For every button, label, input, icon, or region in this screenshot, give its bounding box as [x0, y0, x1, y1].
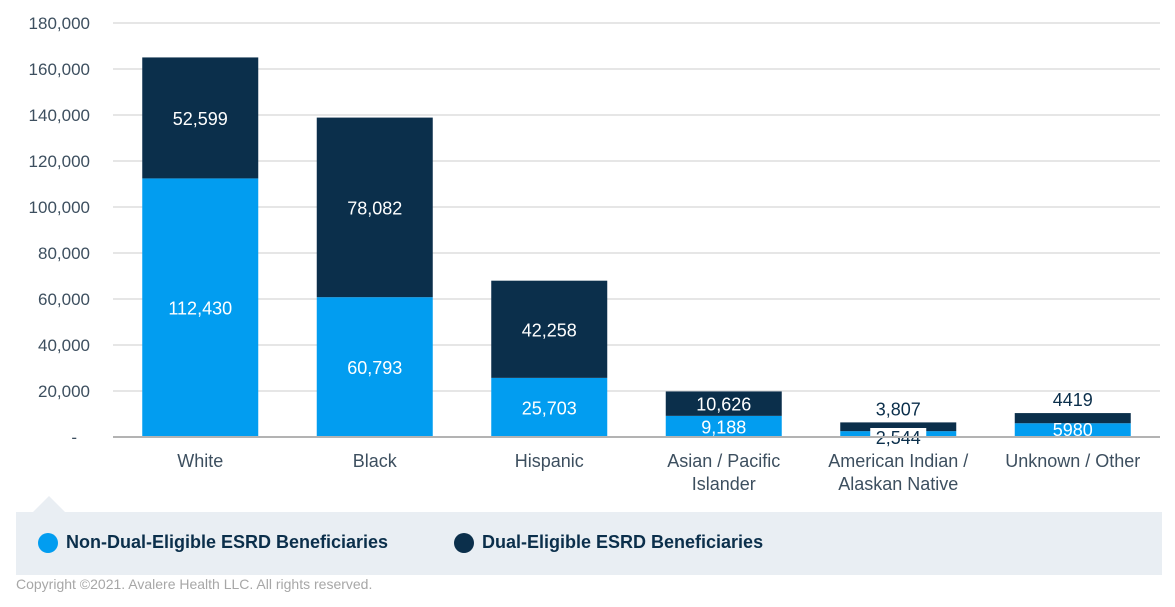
legend-item-dual[interactable]: Dual-Eligible ESRD Beneficiaries	[454, 532, 763, 553]
y-tick-label: -	[71, 428, 77, 447]
bar-segment-non-dual	[1014, 423, 1131, 437]
data-label: 10,626	[696, 395, 751, 415]
x-tick-label: White	[177, 451, 223, 471]
y-tick-label: 140,000	[29, 106, 90, 125]
x-tick-label: Hispanic	[515, 451, 584, 471]
data-label: 52,599	[173, 109, 228, 129]
bar-segment-non-dual	[142, 178, 259, 437]
bar-segment-dual	[142, 57, 259, 179]
bar-segment-dual	[1014, 413, 1131, 424]
copyright-notice: Copyright ©2021. Avalere Health LLC. All…	[16, 576, 373, 592]
legend-item-non-dual[interactable]: Non-Dual-Eligible ESRD Beneficiaries	[38, 532, 388, 553]
legend: Non-Dual-Eligible ESRD Beneficiaries Dua…	[16, 512, 1162, 575]
y-tick-label: 60,000	[38, 290, 90, 309]
bar-segment-dual	[665, 391, 782, 416]
y-tick-label: 80,000	[38, 244, 90, 263]
legend-swatch-dual	[454, 532, 474, 553]
bar-segment-dual	[840, 422, 957, 432]
legend-swatch-non-dual	[38, 532, 58, 553]
y-tick-label: 40,000	[38, 336, 90, 355]
bars: 112,430 52,599 60,793 78,082 25,703 42,258 9,1…	[142, 57, 1131, 448]
bar-segment-non-dual	[665, 415, 782, 437]
y-tick-label: 160,000	[29, 60, 90, 79]
legend-pointer	[33, 496, 65, 512]
y-tick-label: 120,000	[29, 152, 90, 171]
bar-segment-dual	[316, 117, 433, 298]
data-label: 60,793	[347, 358, 402, 378]
x-tick-label: Unknown / Other	[1005, 451, 1140, 471]
data-label: 112,430	[168, 299, 232, 319]
x-tick-label: Alaskan Native	[838, 474, 958, 494]
y-tick-label: 180,000	[29, 14, 90, 33]
x-tick-label: Islander	[692, 474, 756, 494]
y-tick-label: 20,000	[38, 382, 90, 401]
bar-segment-non-dual	[491, 377, 608, 437]
gridlines	[113, 22, 1160, 392]
x-tick-label: American Indian /	[828, 451, 968, 471]
data-label: 9,188	[701, 417, 746, 437]
data-label: 3,807	[876, 399, 921, 419]
data-label: 4419	[1053, 390, 1093, 410]
data-label: 78,082	[347, 198, 402, 218]
bar-segment-dual	[491, 280, 608, 378]
data-label: 25,703	[522, 398, 577, 418]
legend-label-non-dual: Non-Dual-Eligible ESRD Beneficiaries	[66, 532, 389, 552]
bar-segment-non-dual	[316, 297, 433, 437]
y-axis: - 20,000 40,000 60,000 80,000 100,000 120,000 1…	[29, 14, 90, 447]
data-label: 42,258	[522, 320, 577, 340]
stacked-bar-chart: - 20,000 40,000 60,000 80,000 100,000 120,000 1…	[29, 14, 1160, 494]
x-tick-label: Asian / Pacific	[667, 451, 780, 471]
x-tick-label: Black	[353, 451, 398, 471]
y-tick-label: 100,000	[29, 198, 90, 217]
x-axis: White Black Hispanic Asian / Pacific Islande…	[113, 436, 1160, 494]
legend-label-dual: Dual-Eligible ESRD Beneficiaries	[482, 532, 764, 552]
data-label: 5980	[1053, 420, 1093, 440]
